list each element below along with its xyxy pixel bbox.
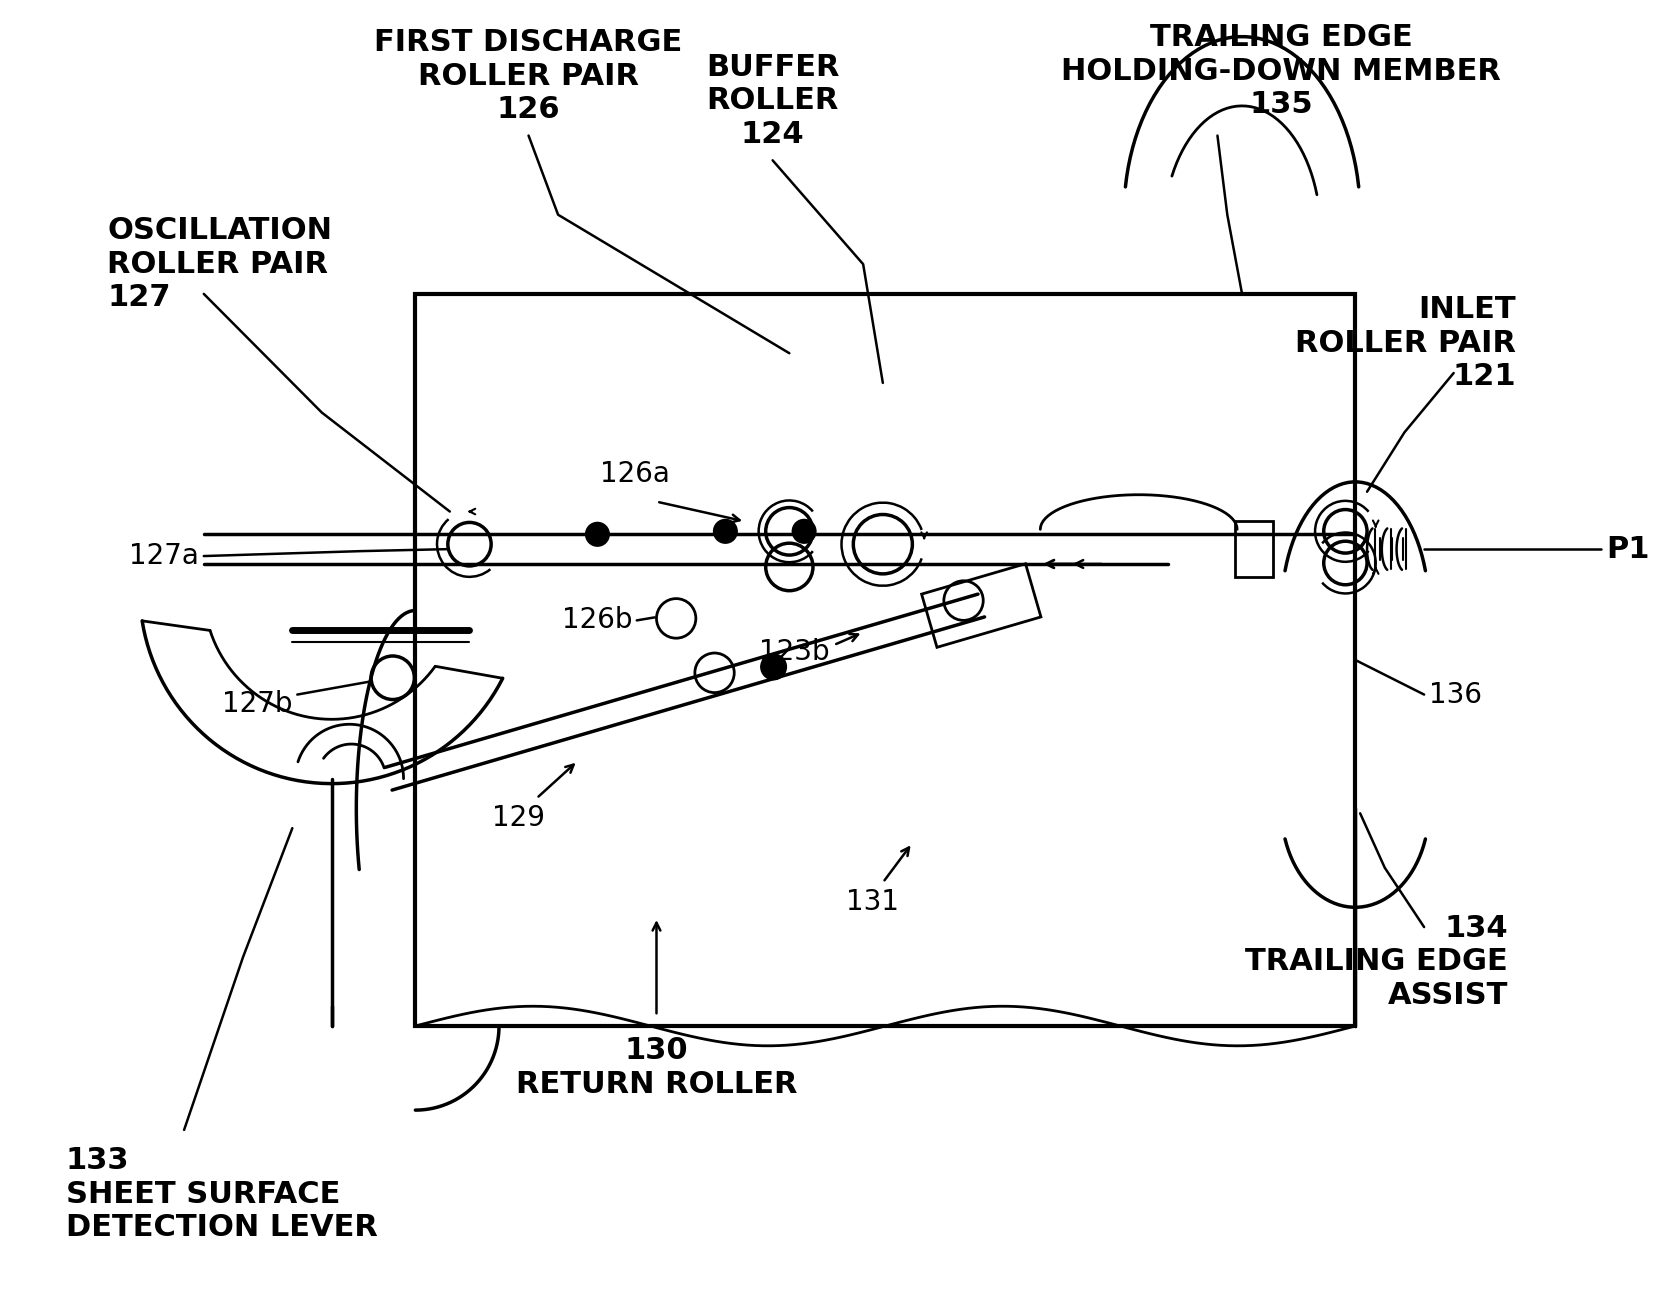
Circle shape [586, 523, 609, 546]
Text: 133
SHEET SURFACE
DETECTION LEVER: 133 SHEET SURFACE DETECTION LEVER [67, 1146, 378, 1242]
Text: 126b: 126b [562, 607, 632, 634]
Text: 134
TRAILING EDGE
ASSIST: 134 TRAILING EDGE ASSIST [1245, 913, 1508, 1010]
Text: 127b: 127b [221, 690, 293, 718]
Circle shape [760, 654, 785, 680]
Text: BUFFER
ROLLER
124: BUFFER ROLLER 124 [706, 52, 839, 149]
Text: INLET
ROLLER PAIR
121: INLET ROLLER PAIR 121 [1295, 295, 1514, 392]
Text: 126a: 126a [599, 460, 669, 487]
Text: 123b: 123b [759, 638, 829, 665]
Text: FIRST DISCHARGE
ROLLER PAIR
126: FIRST DISCHARGE ROLLER PAIR 126 [374, 28, 682, 124]
Text: 136: 136 [1428, 681, 1481, 709]
Text: TRAILING EDGE
HOLDING-DOWN MEMBER
135: TRAILING EDGE HOLDING-DOWN MEMBER 135 [1062, 24, 1501, 119]
Bar [414, 293, 1354, 1026]
Bar [1235, 521, 1271, 576]
Text: 130
RETURN ROLLER: 130 RETURN ROLLER [516, 1036, 797, 1099]
Circle shape [714, 520, 737, 544]
Text: 127a: 127a [128, 542, 198, 570]
Circle shape [792, 520, 815, 544]
Text: OSCILLATION
ROLLER PAIR
127: OSCILLATION ROLLER PAIR 127 [106, 216, 333, 312]
Text: 131: 131 [845, 888, 899, 917]
Text: 129: 129 [493, 804, 544, 832]
Text: P1: P1 [1606, 534, 1649, 563]
